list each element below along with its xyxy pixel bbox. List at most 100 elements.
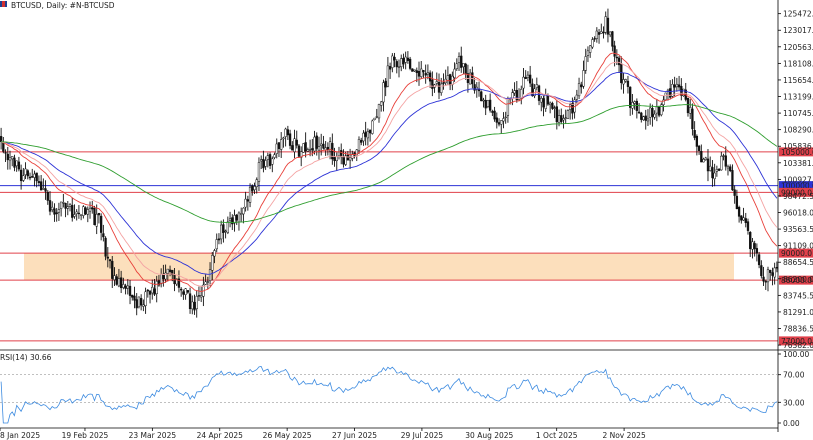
candle-body xyxy=(535,84,538,88)
candle-body xyxy=(744,218,747,223)
level-label-bg xyxy=(779,147,813,157)
candle-body xyxy=(131,294,134,298)
candle-body xyxy=(168,269,172,272)
candle-body xyxy=(68,204,72,207)
candle-body xyxy=(757,254,761,266)
candle-body xyxy=(151,286,154,294)
candle-body xyxy=(28,176,32,179)
candle-body xyxy=(22,175,25,181)
candle-body xyxy=(629,86,632,108)
candle-body xyxy=(264,160,267,167)
candle-body xyxy=(293,138,296,153)
time-tick-label: 1 Oct 2025 xyxy=(536,431,578,440)
candle-body xyxy=(740,215,743,221)
candle-body xyxy=(464,63,467,75)
candle-body xyxy=(531,83,534,97)
candle-body xyxy=(766,269,770,283)
candle-body xyxy=(15,160,18,167)
candle-body xyxy=(6,153,9,161)
candle-body xyxy=(488,99,492,111)
level-label-bg xyxy=(779,248,813,258)
candle-body xyxy=(542,98,545,108)
candle-body xyxy=(484,100,487,109)
candle-body xyxy=(560,115,563,122)
price-tick-label: 115654.0 xyxy=(783,76,813,85)
candle-body xyxy=(669,88,672,98)
candle-body xyxy=(462,63,465,67)
candle-body xyxy=(637,111,641,114)
candle-body xyxy=(553,107,556,109)
candle-body xyxy=(549,102,552,106)
price-tick-label: 105836.0 xyxy=(783,142,813,151)
rsi-tick-label: 0.00 xyxy=(783,419,800,428)
candle-body xyxy=(315,135,318,149)
candle-body xyxy=(59,201,63,209)
candle-body xyxy=(575,94,578,100)
rsi-line xyxy=(0,366,778,424)
candle-body xyxy=(591,39,594,48)
candle-body xyxy=(197,295,201,297)
candle-body xyxy=(373,117,376,121)
time-tick-label: 23 Mar 2025 xyxy=(129,431,177,440)
candle-body xyxy=(257,162,261,182)
candle-body xyxy=(691,108,694,130)
candle-body xyxy=(91,207,94,210)
candle-body xyxy=(95,214,98,227)
candle-body xyxy=(122,284,125,288)
candle-body xyxy=(153,288,156,295)
candle-body xyxy=(322,143,325,149)
time-tick-label: 26 May 2025 xyxy=(263,431,312,440)
price-tick-label: 110745.0 xyxy=(783,109,813,118)
candle-body xyxy=(760,265,763,277)
candle-body xyxy=(502,118,505,122)
candle-body xyxy=(106,256,109,259)
candle-body xyxy=(644,115,647,121)
candle-body xyxy=(277,142,281,149)
price-tick-label: 108290.5 xyxy=(783,126,813,135)
candle-body xyxy=(742,217,745,221)
candle-body xyxy=(26,170,29,177)
time-tick-label: 29 Jul 2025 xyxy=(401,431,444,440)
candle-body xyxy=(677,84,681,88)
candle-body xyxy=(200,295,203,298)
candle-body xyxy=(328,141,332,152)
candle-body xyxy=(520,89,523,99)
candle-body xyxy=(146,289,149,292)
candle-body xyxy=(635,100,638,111)
level-label: 86000.0 xyxy=(781,276,812,285)
candle-body xyxy=(493,110,496,120)
candle-body xyxy=(248,186,252,203)
candle-body xyxy=(751,241,754,250)
candle-body xyxy=(624,79,627,82)
candle-body xyxy=(55,212,58,215)
candle-body xyxy=(191,301,194,310)
candle-body xyxy=(671,84,674,97)
candle-body xyxy=(426,72,430,75)
candle-body xyxy=(99,215,103,233)
candle-body xyxy=(506,98,510,116)
candle-body xyxy=(280,139,283,150)
moving-average-line-3 xyxy=(0,61,778,287)
candle-body xyxy=(133,295,136,301)
candle-body xyxy=(235,214,238,221)
candle-body xyxy=(33,173,36,178)
price-tick-label: 81291.0 xyxy=(783,308,813,317)
candle-body xyxy=(273,154,276,158)
candle-body xyxy=(302,143,305,153)
moving-average-line-1 xyxy=(0,52,778,292)
candle-body xyxy=(251,185,254,192)
candle-body xyxy=(524,76,527,79)
candle-body xyxy=(160,274,163,284)
candle-body xyxy=(62,202,65,204)
candle-body xyxy=(93,207,96,225)
candle-body xyxy=(540,97,543,103)
price-tick-label: 123017.5 xyxy=(783,26,813,35)
candle-body xyxy=(42,188,45,190)
candle-body xyxy=(482,99,485,102)
candle-body xyxy=(317,146,321,151)
candle-body xyxy=(184,288,187,295)
candle-body xyxy=(404,56,407,63)
candle-body xyxy=(695,135,699,147)
candle-body xyxy=(113,275,116,280)
